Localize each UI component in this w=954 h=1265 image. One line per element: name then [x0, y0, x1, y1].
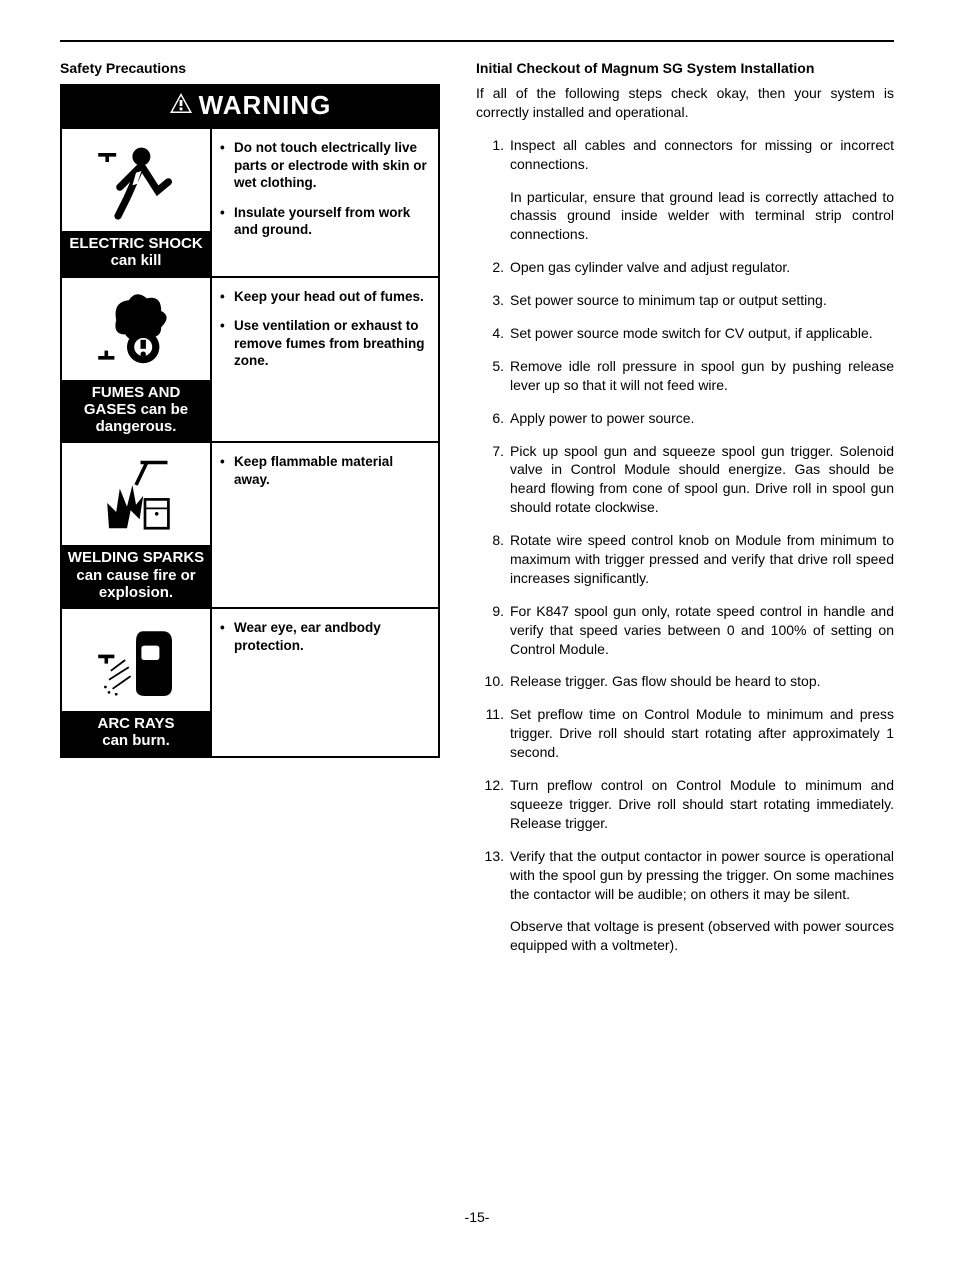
right-column: Initial Checkout of Magnum SG System Ins… — [476, 60, 894, 969]
warning-icon-cell: FUMES ANDGASES can bedangerous. — [62, 278, 212, 442]
two-column-layout: Safety Precautions WARNING ELECTRIC SHOC… — [60, 60, 894, 969]
warning-bullet: Keep your head out of fumes. — [218, 288, 428, 306]
page-top-rule — [60, 40, 894, 42]
warning-text-cell: Wear eye, ear andbody protection. — [212, 609, 438, 756]
checkout-step: Apply power to power source. — [476, 409, 894, 428]
checkout-step: Turn preflow control on Control Module t… — [476, 776, 894, 833]
warning-bullet: Use ventilation or exhaust to remove fum… — [218, 317, 428, 370]
page-number: -15- — [60, 1209, 894, 1225]
warning-text-cell: Keep your head out of fumes. Use ventilat… — [212, 278, 438, 442]
hazard-caption: FUMES ANDGASES can bedangerous. — [62, 380, 210, 442]
checkout-step-sub: Observe that voltage is present (observe… — [510, 917, 894, 955]
hazard-icon — [62, 278, 210, 380]
warning-table: WARNING ELECTRIC SHOCKcan killDo not tou… — [60, 84, 440, 758]
checkout-step: Set power source to minimum tap or outpu… — [476, 291, 894, 310]
checkout-step: Open gas cylinder valve and adjust regul… — [476, 258, 894, 277]
checkout-step: For K847 spool gun only, rotate speed co… — [476, 602, 894, 659]
warning-icon-cell: WELDING SPARKScan cause fire orexplosion… — [62, 443, 212, 607]
hazard-icon — [62, 443, 210, 545]
checkout-intro: If all of the following steps check okay… — [476, 84, 894, 122]
warning-title: WARNING — [199, 90, 332, 121]
warning-row: ARC RAYScan burn. Wear eye, ear andbody p… — [62, 607, 438, 756]
warning-row: WELDING SPARKScan cause fire orexplosion… — [62, 441, 438, 607]
checkout-list: Inspect all cables and connectors for mi… — [476, 136, 894, 955]
checkout-step: Set preflow time on Control Module to mi… — [476, 705, 894, 762]
checkout-step: Set power source mode switch for CV outp… — [476, 324, 894, 343]
warning-bullet: Wear eye, ear andbody protection. — [218, 619, 428, 654]
hazard-caption: ELECTRIC SHOCKcan kill — [62, 231, 210, 276]
hazard-caption: WELDING SPARKScan cause fire orexplosion… — [62, 545, 210, 607]
checkout-step: Rotate wire speed control knob on Module… — [476, 531, 894, 588]
checkout-step: Remove idle roll pressure in spool gun b… — [476, 357, 894, 395]
hazard-icon — [62, 609, 210, 711]
warning-text-cell: Keep flammable material away. — [212, 443, 438, 607]
warning-row: FUMES ANDGASES can bedangerous.Keep your… — [62, 276, 438, 442]
checkout-step: Verify that the output contactor in powe… — [476, 847, 894, 955]
warning-text-cell: Do not touch electrically live parts or … — [212, 129, 438, 276]
warning-bullet: Keep flammable material away. — [218, 453, 428, 488]
warning-icon-cell: ARC RAYScan burn. — [62, 609, 212, 756]
checkout-step: Inspect all cables and connectors for mi… — [476, 136, 894, 244]
warning-header: WARNING — [62, 86, 438, 127]
checkout-step-sub: In particular, ensure that ground lead i… — [510, 188, 894, 245]
warning-bullet: Do not touch electrically live parts or … — [218, 139, 428, 192]
checkout-step: Release trigger. Gas flow should be hear… — [476, 672, 894, 691]
warning-icon-cell: ELECTRIC SHOCKcan kill — [62, 129, 212, 276]
left-column: Safety Precautions WARNING ELECTRIC SHOC… — [60, 60, 440, 969]
checkout-heading: Initial Checkout of Magnum SG System Ins… — [476, 60, 894, 76]
hazard-caption: ARC RAYScan burn. — [62, 711, 210, 756]
hazard-icon — [62, 129, 210, 231]
warning-triangle-icon — [169, 92, 193, 119]
checkout-step: Pick up spool gun and squeeze spool gun … — [476, 442, 894, 518]
warning-bullet: Insulate yourself from work and ground. — [218, 204, 428, 239]
warning-row: ELECTRIC SHOCKcan killDo not touch elect… — [62, 127, 438, 276]
safety-heading: Safety Precautions — [60, 60, 440, 76]
